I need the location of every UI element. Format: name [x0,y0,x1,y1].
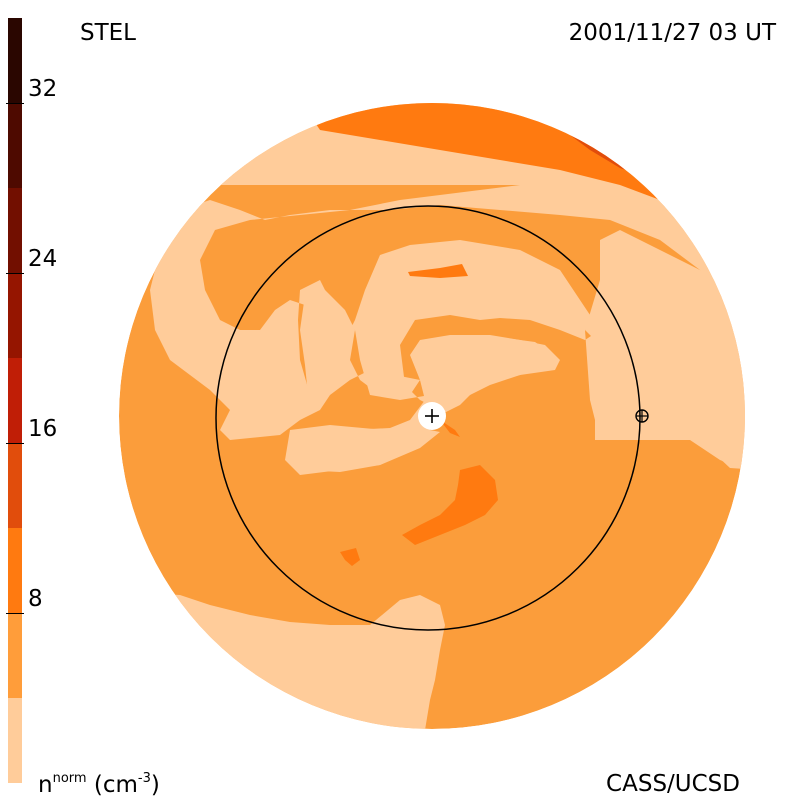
colorbar-tick-label: 32 [28,76,58,102]
colorbar-tick-label: 8 [28,586,43,612]
colorbar-level-5 [8,443,22,528]
colorbar-tick-mark [6,443,24,444]
colorbar-level-2 [8,188,22,273]
contour-high-streak [440,420,460,437]
orbit-circle [215,205,641,631]
contour-light-swirl [230,290,550,472]
contour-high-upper [408,264,468,278]
colorbar-level-7 [8,613,22,698]
colorbar-level-8 [8,698,22,783]
unit-close: ) [150,772,160,798]
colorbar-tick-mark [6,273,24,274]
colorbar-level-3 [8,273,22,358]
credit-label: CASS/UCSD [606,771,740,797]
unit-superscript: norm [52,771,87,786]
unit-exponent: -3 [137,771,151,786]
contour-high-small [340,548,360,566]
colorbar-tick-mark [6,613,24,614]
colorbar [8,18,22,783]
colorbar-tick-label: 16 [28,416,58,442]
timestamp-label: 2001/11/27 03 UT [568,20,776,46]
colorbar-level-0 [8,18,22,103]
unit-base: n [38,772,53,798]
colorbar-tick-mark [6,103,24,104]
unit-rest: (cm [93,772,138,798]
colorbar-unit-label: nnorm (cm-3) [38,771,160,798]
colorbar-level-6 [8,528,22,613]
colorbar-level-1 [8,103,22,188]
contour-light-right [585,230,745,470]
contour-high-lower [402,465,498,545]
colorbar-level-4 [8,358,22,443]
observatory-label: STEL [80,20,136,46]
colorbar-tick-label: 24 [28,246,58,272]
